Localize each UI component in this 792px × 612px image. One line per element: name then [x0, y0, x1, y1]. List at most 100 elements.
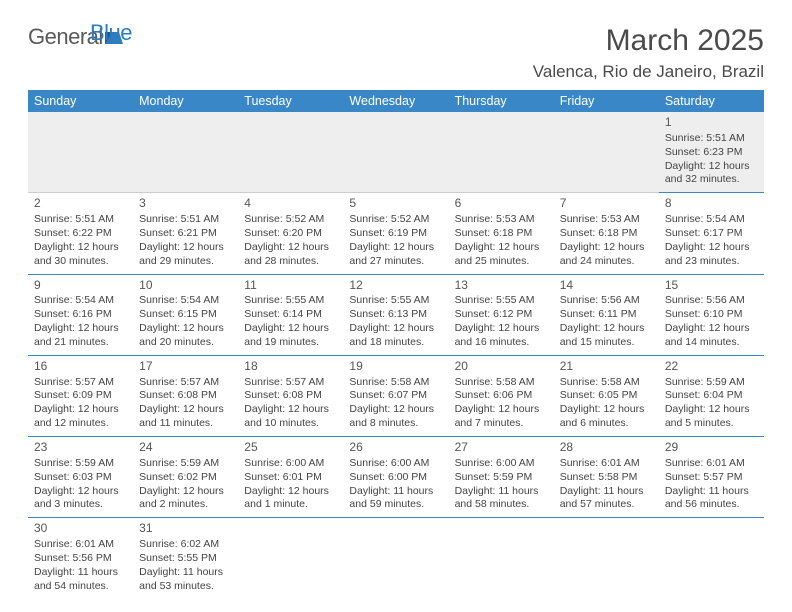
calendar-cell — [238, 112, 343, 193]
day-number: 13 — [455, 278, 548, 294]
day-header: Monday — [133, 90, 238, 112]
sunrise-line: Sunrise: 5:59 AM — [139, 457, 232, 471]
day-number: 7 — [560, 196, 653, 212]
sunset-line: Sunset: 6:19 PM — [349, 227, 442, 241]
day-header: Thursday — [449, 90, 554, 112]
daylight-line: Daylight: 12 hours and 28 minutes. — [244, 241, 337, 269]
daylight-line: Daylight: 11 hours and 57 minutes. — [560, 485, 653, 513]
calendar-cell: 7Sunrise: 5:53 AMSunset: 6:18 PMDaylight… — [554, 193, 659, 274]
calendar-cell: 18Sunrise: 5:57 AMSunset: 6:08 PMDayligh… — [238, 355, 343, 436]
sunrise-line: Sunrise: 5:52 AM — [349, 213, 442, 227]
day-number: 5 — [349, 196, 442, 212]
daylight-line: Daylight: 12 hours and 30 minutes. — [34, 241, 127, 269]
day-number: 23 — [34, 440, 127, 456]
daylight-line: Daylight: 12 hours and 24 minutes. — [560, 241, 653, 269]
sunset-line: Sunset: 6:05 PM — [560, 389, 653, 403]
daylight-line: Daylight: 12 hours and 23 minutes. — [665, 241, 758, 269]
daylight-line: Daylight: 12 hours and 32 minutes. — [665, 160, 758, 188]
sunset-line: Sunset: 6:00 PM — [349, 471, 442, 485]
day-number: 25 — [244, 440, 337, 456]
sunrise-line: Sunrise: 5:56 AM — [560, 294, 653, 308]
sunrise-line: Sunrise: 5:57 AM — [139, 376, 232, 390]
calendar-cell — [554, 112, 659, 193]
sunrise-line: Sunrise: 5:55 AM — [349, 294, 442, 308]
day-number: 14 — [560, 278, 653, 294]
sunrise-line: Sunrise: 6:02 AM — [139, 538, 232, 552]
day-header: Saturday — [659, 90, 764, 112]
sunrise-line: Sunrise: 5:57 AM — [244, 376, 337, 390]
calendar-cell: 26Sunrise: 6:00 AMSunset: 6:00 PMDayligh… — [343, 437, 448, 518]
sunset-line: Sunset: 5:58 PM — [560, 471, 653, 485]
calendar-cell — [343, 518, 448, 599]
sunset-line: Sunset: 6:18 PM — [455, 227, 548, 241]
day-number: 28 — [560, 440, 653, 456]
daylight-line: Daylight: 11 hours and 56 minutes. — [665, 485, 758, 513]
title-block: March 2025 Valenca, Rio de Janeiro, Braz… — [533, 24, 764, 82]
sunset-line: Sunset: 6:04 PM — [665, 389, 758, 403]
calendar-cell: 11Sunrise: 5:55 AMSunset: 6:14 PMDayligh… — [238, 274, 343, 355]
daylight-line: Daylight: 12 hours and 29 minutes. — [139, 241, 232, 269]
sunset-line: Sunset: 5:55 PM — [139, 552, 232, 566]
day-header: Friday — [554, 90, 659, 112]
sunrise-line: Sunrise: 5:58 AM — [455, 376, 548, 390]
daylight-line: Daylight: 12 hours and 5 minutes. — [665, 403, 758, 431]
daylight-line: Daylight: 12 hours and 19 minutes. — [244, 322, 337, 350]
sunrise-line: Sunrise: 5:53 AM — [560, 213, 653, 227]
calendar-cell — [554, 518, 659, 599]
sunset-line: Sunset: 6:07 PM — [349, 389, 442, 403]
daylight-line: Daylight: 12 hours and 3 minutes. — [34, 485, 127, 513]
calendar-cell: 12Sunrise: 5:55 AMSunset: 6:13 PMDayligh… — [343, 274, 448, 355]
calendar-cell — [28, 112, 133, 193]
day-number: 26 — [349, 440, 442, 456]
calendar-cell: 19Sunrise: 5:58 AMSunset: 6:07 PMDayligh… — [343, 355, 448, 436]
calendar-row: 2Sunrise: 5:51 AMSunset: 6:22 PMDaylight… — [28, 193, 764, 274]
sunrise-line: Sunrise: 5:59 AM — [34, 457, 127, 471]
sunset-line: Sunset: 5:56 PM — [34, 552, 127, 566]
day-number: 27 — [455, 440, 548, 456]
daylight-line: Daylight: 12 hours and 15 minutes. — [560, 322, 653, 350]
day-number: 17 — [139, 359, 232, 375]
day-number: 15 — [665, 278, 758, 294]
sunset-line: Sunset: 6:20 PM — [244, 227, 337, 241]
sunset-line: Sunset: 5:57 PM — [665, 471, 758, 485]
month-title: March 2025 — [533, 24, 764, 58]
day-number: 3 — [139, 196, 232, 212]
calendar-cell: 17Sunrise: 5:57 AMSunset: 6:08 PMDayligh… — [133, 355, 238, 436]
day-number: 22 — [665, 359, 758, 375]
calendar-cell — [343, 112, 448, 193]
daylight-line: Daylight: 12 hours and 18 minutes. — [349, 322, 442, 350]
day-header-row: Sunday Monday Tuesday Wednesday Thursday… — [28, 90, 764, 112]
daylight-line: Daylight: 11 hours and 58 minutes. — [455, 485, 548, 513]
sunrise-line: Sunrise: 5:53 AM — [455, 213, 548, 227]
day-number: 11 — [244, 278, 337, 294]
calendar-cell — [133, 112, 238, 193]
day-number: 16 — [34, 359, 127, 375]
sunset-line: Sunset: 6:01 PM — [244, 471, 337, 485]
header: General March 2025 Valenca, Rio de Janei… — [28, 24, 764, 82]
sunset-line: Sunset: 6:13 PM — [349, 308, 442, 322]
calendar-cell: 16Sunrise: 5:57 AMSunset: 6:09 PMDayligh… — [28, 355, 133, 436]
daylight-line: Daylight: 12 hours and 6 minutes. — [560, 403, 653, 431]
logo-sub: Blue — [28, 50, 70, 76]
daylight-line: Daylight: 11 hours and 53 minutes. — [139, 566, 232, 594]
daylight-line: Daylight: 12 hours and 16 minutes. — [455, 322, 548, 350]
sunset-line: Sunset: 6:08 PM — [244, 389, 337, 403]
day-header: Wednesday — [343, 90, 448, 112]
sunset-line: Sunset: 6:10 PM — [665, 308, 758, 322]
sunset-line: Sunset: 6:22 PM — [34, 227, 127, 241]
location: Valenca, Rio de Janeiro, Brazil — [533, 62, 764, 82]
calendar-cell: 10Sunrise: 5:54 AMSunset: 6:15 PMDayligh… — [133, 274, 238, 355]
calendar-cell: 23Sunrise: 5:59 AMSunset: 6:03 PMDayligh… — [28, 437, 133, 518]
sunrise-line: Sunrise: 5:58 AM — [349, 376, 442, 390]
daylight-line: Daylight: 12 hours and 8 minutes. — [349, 403, 442, 431]
sunrise-line: Sunrise: 5:51 AM — [139, 213, 232, 227]
day-number: 18 — [244, 359, 337, 375]
calendar-cell: 14Sunrise: 5:56 AMSunset: 6:11 PMDayligh… — [554, 274, 659, 355]
calendar-row: 23Sunrise: 5:59 AMSunset: 6:03 PMDayligh… — [28, 437, 764, 518]
calendar-row: 1Sunrise: 5:51 AMSunset: 6:23 PMDaylight… — [28, 112, 764, 193]
calendar-cell: 15Sunrise: 5:56 AMSunset: 6:10 PMDayligh… — [659, 274, 764, 355]
sunrise-line: Sunrise: 5:52 AM — [244, 213, 337, 227]
daylight-line: Daylight: 12 hours and 10 minutes. — [244, 403, 337, 431]
sunrise-line: Sunrise: 5:51 AM — [665, 132, 758, 146]
sunset-line: Sunset: 6:12 PM — [455, 308, 548, 322]
